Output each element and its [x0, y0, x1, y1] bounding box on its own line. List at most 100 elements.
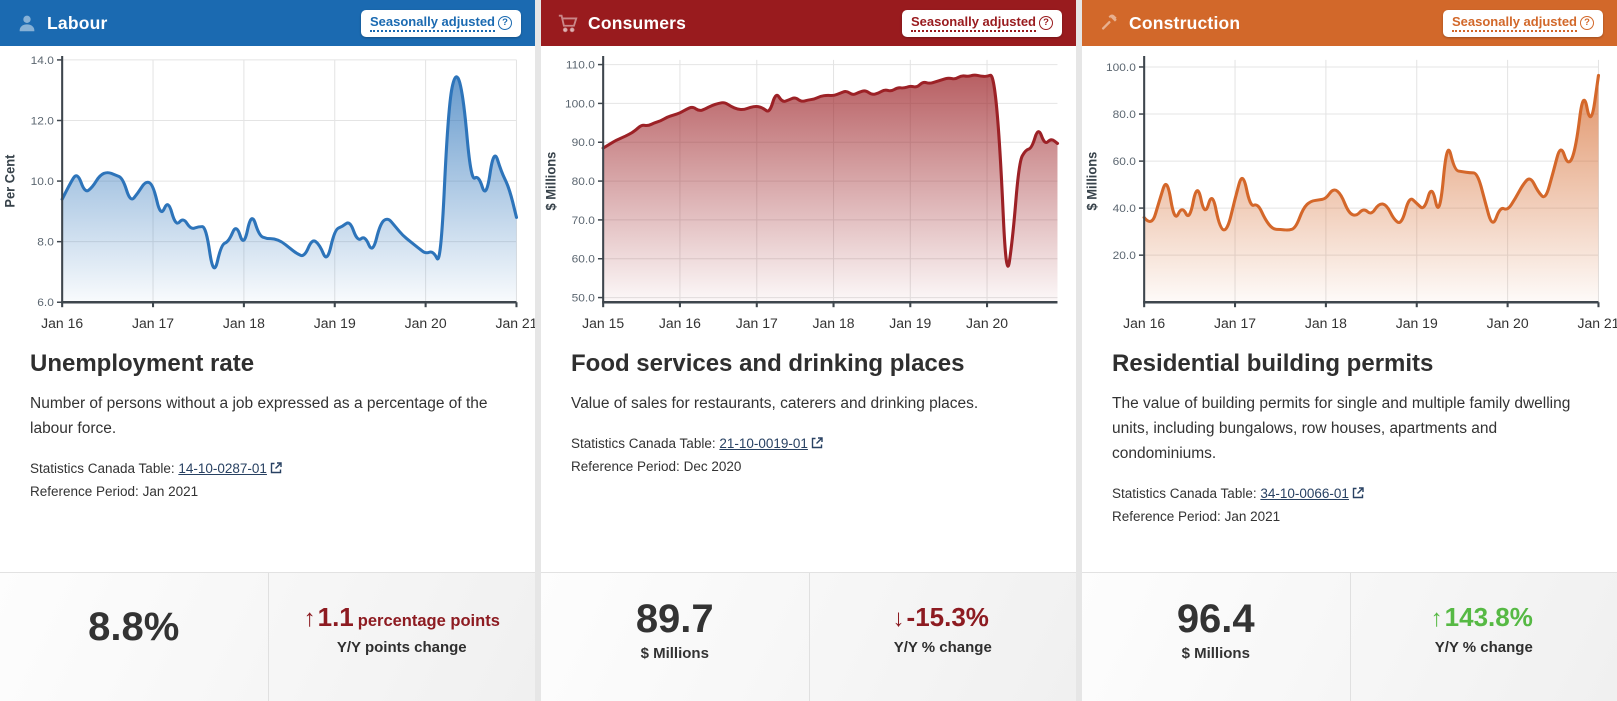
reference-value: Jan 2021	[1224, 508, 1281, 524]
badge-label: Seasonally adjusted	[1452, 14, 1577, 32]
table-link[interactable]: 14-10-0287-01	[178, 461, 267, 477]
labour-header: Labour Seasonally adjusted ?	[0, 0, 535, 46]
svg-text:Jan 20: Jan 20	[1487, 316, 1529, 331]
reference-period: Reference Period: Jan 2021	[1112, 506, 1587, 528]
external-link-icon	[811, 434, 823, 456]
svg-text:$ Millions: $ Millions	[543, 152, 558, 211]
yoy-change: ↑1.1 percentage points	[304, 602, 500, 633]
svg-text:60.0: 60.0	[572, 253, 596, 266]
construction-stats: 96.4 $ Millions ↑143.8% Y/Y % change	[1082, 572, 1617, 701]
latest-value: 89.7	[635, 596, 714, 641]
svg-text:Jan 17: Jan 17	[132, 316, 174, 331]
labour-info: Unemployment rate Number of persons with…	[0, 336, 535, 572]
yoy-change: ↓-15.3%	[893, 602, 993, 633]
source-line: Statistics Canada Table: 34-10-0066-01	[1112, 483, 1587, 506]
header-title: Consumers	[588, 12, 687, 33]
latest-value-cell: 96.4 $ Millions	[1082, 573, 1350, 701]
change-value: -15.3%	[906, 602, 989, 632]
svg-text:Jan 16: Jan 16	[41, 316, 83, 331]
shopping-cart-icon	[557, 12, 579, 34]
source-line: Statistics Canada Table: 21-10-0019-01	[571, 433, 1046, 456]
change-arrow-icon: ↓	[892, 605, 905, 632]
reference-label: Reference Period:	[30, 483, 139, 499]
svg-text:Jan 18: Jan 18	[223, 316, 265, 331]
source-label: Statistics Canada Table:	[1112, 486, 1257, 502]
indicator-title: Food services and drinking places	[571, 350, 965, 377]
change-label: Y/Y points change	[336, 639, 467, 656]
svg-text:10.0: 10.0	[31, 175, 55, 188]
food-services-chart[interactable]: 50.0 60.0 70.0 80.0 90.0 100.0 110.0 Jan 15 Jan …	[541, 46, 1076, 336]
latest-unit: $ Millions	[640, 644, 709, 662]
seasonally-adjusted-badge[interactable]: Seasonally adjusted ?	[361, 9, 521, 37]
change-label: Y/Y % change	[1434, 639, 1533, 656]
latest-value-cell: 8.8%	[0, 573, 268, 701]
change-value: 1.1	[317, 602, 354, 632]
svg-text:110.0: 110.0	[566, 59, 595, 72]
yoy-change: ↑143.8%	[1431, 602, 1537, 633]
consumers-stats: 89.7 $ Millions ↓-15.3% Y/Y % change	[541, 572, 1076, 701]
indicator-description: Value of sales for restaurants, caterers…	[571, 395, 979, 412]
table-link[interactable]: 21-10-0019-01	[719, 436, 808, 452]
change-suffix: percentage points	[357, 612, 500, 630]
svg-text:$ Millions: $ Millions	[1084, 152, 1099, 211]
header-title: Construction	[1129, 12, 1241, 33]
construction-header: Construction Seasonally adjusted ?	[1082, 0, 1617, 46]
header-title: Labour	[47, 12, 108, 33]
source-label: Statistics Canada Table:	[571, 436, 716, 452]
latest-value: 96.4	[1176, 596, 1255, 641]
svg-text:Per Cent: Per Cent	[2, 154, 17, 208]
source-line: Statistics Canada Table: 14-10-0287-01	[30, 458, 505, 481]
svg-text:90.0: 90.0	[572, 136, 596, 149]
svg-text:70.0: 70.0	[572, 214, 596, 227]
svg-text:Jan 16: Jan 16	[1123, 316, 1165, 331]
reference-period: Reference Period: Dec 2020	[571, 456, 1046, 478]
svg-text:40.0: 40.0	[1113, 202, 1137, 215]
badge-label: Seasonally adjusted	[911, 14, 1036, 32]
indicator-title: Residential building permits	[1112, 350, 1434, 377]
change-arrow-icon: ↑	[1430, 605, 1443, 632]
badge-label: Seasonally adjusted	[370, 14, 495, 32]
table-link[interactable]: 34-10-0066-01	[1260, 486, 1349, 502]
hammer-icon	[1098, 12, 1120, 34]
svg-text:Jan 18: Jan 18	[813, 316, 855, 331]
svg-text:Jan 17: Jan 17	[1214, 316, 1256, 331]
question-circle-icon: ?	[1039, 15, 1053, 30]
svg-text:Jan 15: Jan 15	[582, 316, 624, 331]
indicator-description: The value of building permits for single…	[1112, 395, 1571, 463]
unemployment-rate-chart[interactable]: 6.0 8.0 10.0 12.0 14.0 Jan 16 Jan 17 Jan 18 Jan …	[0, 46, 535, 336]
svg-text:Jan 19: Jan 19	[314, 316, 356, 331]
change-cell: ↓-15.3% Y/Y % change	[808, 573, 1077, 701]
seasonally-adjusted-badge[interactable]: Seasonally adjusted ?	[1443, 9, 1603, 37]
svg-text:Jan 21: Jan 21	[495, 316, 535, 331]
building-permits-chart[interactable]: 20.0 40.0 60.0 80.0 100.0 Jan 16 Jan 17 Jan 18 J…	[1082, 46, 1617, 336]
consumers-header: Consumers Seasonally adjusted ?	[541, 0, 1076, 46]
consumers-card: Consumers Seasonally adjusted ? 50.0 60.0…	[541, 0, 1076, 701]
change-cell: ↑143.8% Y/Y % change	[1349, 573, 1617, 701]
reference-value: Dec 2020	[683, 458, 742, 474]
labour-card: Labour Seasonally adjusted ? 6.0 8.0 10.0 1…	[0, 0, 535, 701]
latest-value-cell: 89.7 $ Millions	[541, 573, 809, 701]
svg-text:20.0: 20.0	[1113, 249, 1137, 262]
question-circle-icon: ?	[1580, 15, 1594, 30]
seasonally-adjusted-badge[interactable]: Seasonally adjusted ?	[902, 9, 1062, 37]
svg-text:60.0: 60.0	[1113, 155, 1137, 168]
svg-text:Jan 21: Jan 21	[1577, 316, 1617, 331]
svg-text:80.0: 80.0	[1113, 108, 1137, 121]
svg-text:14.0: 14.0	[31, 54, 55, 67]
svg-text:Jan 19: Jan 19	[1396, 316, 1438, 331]
reference-label: Reference Period:	[571, 458, 680, 474]
external-link-icon	[1352, 484, 1364, 506]
indicator-title: Unemployment rate	[30, 350, 255, 377]
consumers-info: Food services and drinking places Value …	[541, 336, 1076, 572]
latest-value: 8.8%	[88, 605, 180, 649]
change-cell: ↑1.1 percentage points Y/Y points change	[267, 573, 536, 701]
change-value: 143.8%	[1444, 602, 1533, 632]
svg-text:Jan 17: Jan 17	[736, 316, 778, 331]
reference-period: Reference Period: Jan 2021	[30, 481, 505, 503]
external-link-icon	[270, 459, 282, 481]
labour-stats: 8.8% ↑1.1 percentage points Y/Y points ch…	[0, 572, 535, 701]
reference-value: Jan 2021	[142, 483, 199, 499]
latest-unit: $ Millions	[1181, 644, 1250, 662]
svg-text:Jan 18: Jan 18	[1305, 316, 1347, 331]
